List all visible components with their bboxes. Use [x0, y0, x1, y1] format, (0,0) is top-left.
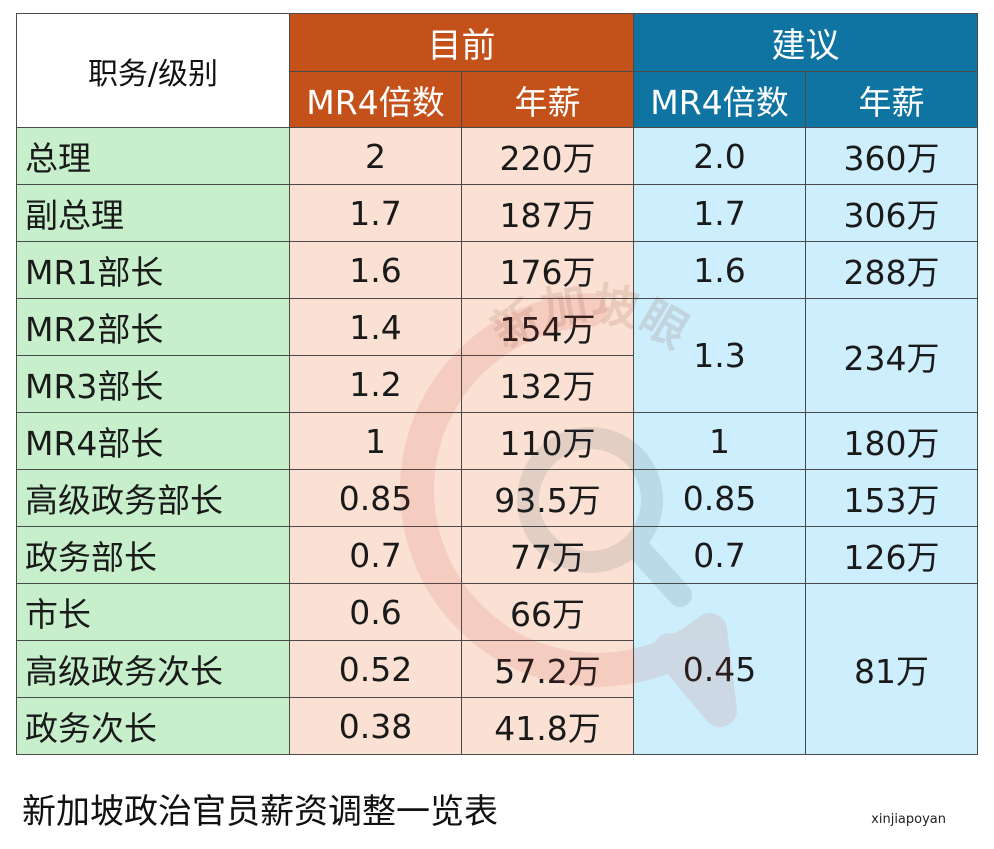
table-row: MR1部长 1.6 176万 1.6 288万 [16, 241, 978, 299]
header-proposed-multiplier: MR4倍数 [633, 71, 806, 128]
role-cell: 总理 [16, 127, 290, 185]
current-salary-cell: 57.2万 [461, 640, 634, 698]
current-salary-cell: 187万 [461, 184, 634, 242]
proposed-multiplier-cell: 0.7 [633, 526, 806, 584]
proposed-multiplier-cell: 1.6 [633, 241, 806, 299]
header-role: 职务/级别 [16, 13, 290, 128]
current-salary-cell: 66万 [461, 583, 634, 641]
header-row-columns: MR4倍数 年薪 MR4倍数 年薪 [17, 71, 978, 128]
proposed-multiplier-cell: 2.0 [633, 127, 806, 185]
role-cell: 政务次长 [16, 697, 290, 755]
current-salary-cell: 176万 [461, 241, 634, 299]
role-cell: 副总理 [16, 184, 290, 242]
current-multiplier-cell: 0.85 [289, 469, 462, 527]
current-salary-cell: 220万 [461, 127, 634, 185]
proposed-salary-cell: 234万 [805, 298, 978, 413]
table-caption: 新加坡政治官员薪资调整一览表 [22, 792, 498, 832]
proposed-salary-cell: 81万 [805, 583, 978, 755]
table-row: MR4部长 1 110万 1 180万 [16, 412, 978, 470]
role-cell: MR2部长 [16, 298, 290, 356]
current-multiplier-cell: 0.6 [289, 583, 462, 641]
current-multiplier-cell: 0.7 [289, 526, 462, 584]
current-salary-cell: 77万 [461, 526, 634, 584]
proposed-salary-cell: 360万 [805, 127, 978, 185]
proposed-multiplier-cell: 1 [633, 412, 806, 470]
header-row-groups: 职务/级别 目前 建议 [16, 13, 978, 128]
current-multiplier-cell: 1.2 [289, 355, 462, 413]
current-multiplier-cell: 1.4 [289, 298, 462, 356]
role-cell: 市长 [16, 583, 290, 641]
credit-label: xinjiapoyan [871, 812, 946, 827]
table-row: MR2部长 1.4 154万 1.3 234万 [16, 298, 978, 413]
table-row: 高级政务次长 0.52 57.2万 [16, 640, 978, 698]
table-row: 市长 0.6 66万 0.45 81万 [16, 583, 978, 755]
current-salary-cell: 41.8万 [461, 697, 634, 755]
current-salary-cell: 93.5万 [461, 469, 634, 527]
role-cell: MR3部长 [16, 355, 290, 413]
proposed-multiplier-cell: 0.45 [633, 583, 806, 755]
role-cell: 高级政务次长 [16, 640, 290, 698]
role-cell: MR1部长 [16, 241, 290, 299]
proposed-salary-cell: 288万 [805, 241, 978, 299]
header-proposed-salary: 年薪 [805, 71, 978, 128]
proposed-salary-cell: 153万 [805, 469, 978, 527]
current-salary-cell: 132万 [461, 355, 634, 413]
current-salary-cell: 110万 [461, 412, 634, 470]
current-multiplier-cell: 0.38 [289, 697, 462, 755]
proposed-salary-cell: 180万 [805, 412, 978, 470]
current-multiplier-cell: 1.6 [289, 241, 462, 299]
current-multiplier-cell: 2 [289, 127, 462, 185]
table-row: MR3部长 1.2 132万 [16, 355, 978, 413]
table-row: 副总理 1.7 187万 1.7 306万 [16, 184, 978, 242]
current-multiplier-cell: 1.7 [289, 184, 462, 242]
header-current: 目前 [289, 13, 634, 72]
proposed-multiplier-cell: 1.3 [633, 298, 806, 413]
header-proposed: 建议 [633, 13, 978, 72]
header-current-multiplier: MR4倍数 [289, 71, 462, 128]
salary-table: 职务/级别 目前 建议 MR4倍数 年薪 MR4倍数 年薪 总理 2 220万 … [16, 13, 978, 755]
table-row: 高级政务部长 0.85 93.5万 0.85 153万 [16, 469, 978, 527]
proposed-multiplier-cell: 1.7 [633, 184, 806, 242]
header-current-salary: 年薪 [461, 71, 634, 128]
proposed-salary-cell: 126万 [805, 526, 978, 584]
role-cell: 高级政务部长 [16, 469, 290, 527]
role-cell: 政务部长 [16, 526, 290, 584]
role-cell: MR4部长 [16, 412, 290, 470]
current-multiplier-cell: 0.52 [289, 640, 462, 698]
current-multiplier-cell: 1 [289, 412, 462, 470]
proposed-multiplier-cell: 0.85 [633, 469, 806, 527]
table-row: 总理 2 220万 2.0 360万 [16, 127, 978, 185]
table-row: 政务部长 0.7 77万 0.7 126万 [16, 526, 978, 584]
proposed-salary-cell: 306万 [805, 184, 978, 242]
current-salary-cell: 154万 [461, 298, 634, 356]
table-row: 政务次长 0.38 41.8万 [16, 697, 978, 755]
